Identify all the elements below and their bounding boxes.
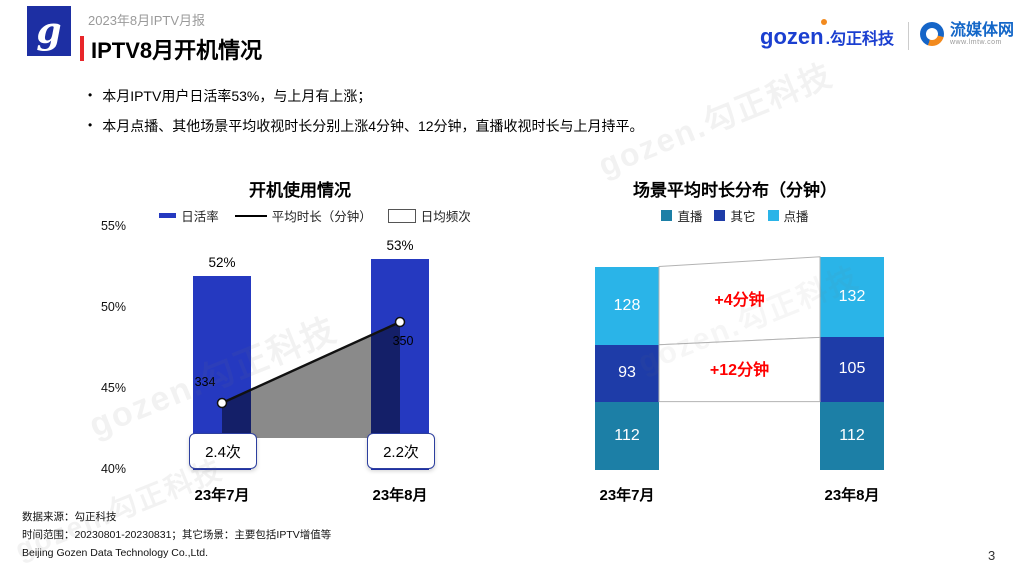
- logo-divider: [908, 22, 909, 50]
- footer-company: Beijing Gozen Data Technology Co.,Ltd.: [22, 547, 209, 559]
- bar-value-label: 52%: [208, 254, 236, 270]
- summary-bullets: • 本月IPTV用户日活率53%，与上月有上涨； • 本月点播、其他场景平均收视…: [88, 86, 644, 146]
- gozen-wordmark: gozen: [760, 19, 827, 50]
- bullet-text: 本月IPTV用户日活率53%，与上月有上涨；: [102, 88, 372, 104]
- delta-other-annotation: +12分钟: [709, 362, 770, 380]
- legend-item-vod: 点播: [767, 206, 809, 225]
- right-chart-legend: 直播 其它 点播: [585, 206, 885, 225]
- legend-item-avg-duration: 平均时长（分钟）: [234, 206, 372, 225]
- avg-duration-line-swatch-icon: [234, 214, 267, 217]
- legend-item-other: 其它: [714, 206, 756, 225]
- left-chart-legend: 日活率 平均时长（分钟） 日均频次: [110, 206, 520, 225]
- gozen-logo: gozen .勾正科技: [760, 19, 895, 50]
- seg-value-label: 93: [618, 364, 636, 382]
- stack-seg-vod-aug: 132: [820, 256, 884, 338]
- vod-swatch-icon: [767, 210, 779, 221]
- freq-box-jul: 2.4次: [189, 433, 257, 469]
- lmtw-circle-icon: [920, 22, 944, 46]
- y-tick: 40%: [100, 462, 126, 476]
- title-accent-bar: [80, 36, 84, 61]
- seg-value-label: 105: [838, 360, 866, 378]
- daily-active-swatch-icon: [159, 213, 177, 218]
- stack-seg-live-jul: 112: [595, 401, 659, 470]
- daily-freq-box-swatch-icon: [387, 208, 416, 223]
- right-cat-jul: 23年7月: [599, 487, 655, 504]
- report-label: 2023年8月IPTV月报: [88, 13, 206, 28]
- left-cat-jul: 23年7月: [194, 487, 250, 504]
- bullet-text: 本月点播、其他场景平均收视时长分别上涨4分钟、12分钟，直播收视时长与上月持平。: [102, 118, 644, 134]
- seg-value-label: 128: [613, 296, 641, 314]
- y-tick: 45%: [100, 381, 126, 395]
- legend-label: 直播: [677, 210, 703, 224]
- lmtw-name: 流媒体网: [950, 21, 1015, 39]
- legend-item-daily-active: 日活率: [159, 206, 219, 225]
- page-title: IPTV8月开机情况: [91, 38, 263, 63]
- legend-label: 日活率: [181, 210, 219, 224]
- stack-seg-live-aug: 112: [820, 401, 884, 470]
- bar-value-label: 53%: [386, 238, 414, 254]
- delta-vod-annotation: +4分钟: [714, 292, 765, 310]
- legend-item-daily-freq: 日均频次: [387, 206, 471, 225]
- footer-source: 数据来源：勾正科技: [22, 511, 117, 523]
- gozen-orange-dot-icon: [820, 19, 827, 25]
- bullet-dot-icon: •: [88, 118, 93, 132]
- left-chart-title: 开机使用情况: [249, 181, 351, 200]
- avg-duration-value-jul: 334: [194, 375, 216, 389]
- legend-label: 点播: [783, 210, 809, 224]
- freq-value: 2.4次: [205, 443, 241, 461]
- bullet-item: • 本月IPTV用户日活率53%，与上月有上涨；: [88, 86, 644, 106]
- legend-item-live: 直播: [661, 206, 702, 225]
- gozen-cn-name: .勾正科技: [825, 31, 895, 48]
- legend-label: 平均时长（分钟）: [271, 210, 372, 224]
- y-tick: 50%: [100, 300, 126, 314]
- freq-value: 2.2次: [383, 443, 419, 461]
- left-cat-aug: 23年8月: [372, 487, 428, 504]
- page-number: 3: [988, 548, 996, 563]
- bullet-dot-icon: •: [88, 88, 93, 102]
- legend-label: 其它: [730, 210, 756, 224]
- lmtw-url: www.lmtw.com: [950, 38, 1002, 46]
- freq-box-aug: 2.2次: [367, 433, 435, 469]
- y-tick: 55%: [100, 219, 126, 233]
- gozen-monogram-logo: g: [27, 6, 71, 56]
- footer-range: 时间范围：20230801-20230831；其它场景：主要包括IPTV增值等: [22, 529, 332, 541]
- lmtw-logo: 流媒体网 www.lmtw.com: [920, 22, 1014, 46]
- other-swatch-icon: [714, 210, 726, 221]
- right-chart-title: 场景平均时长分布（分钟）: [633, 181, 837, 200]
- stack-seg-other-aug: 105: [820, 337, 884, 402]
- legend-label: 日均频次: [420, 210, 471, 224]
- seg-value-label: 132: [838, 288, 866, 306]
- bullet-item: • 本月点播、其他场景平均收视时长分别上涨4分钟、12分钟，直播收视时长与上月持…: [88, 116, 644, 136]
- seg-value-label: 112: [614, 426, 640, 444]
- live-swatch-icon: [661, 210, 673, 221]
- right-cat-aug: 23年8月: [824, 487, 880, 504]
- seg-value-label: 112: [839, 426, 865, 444]
- stack-seg-vod-jul: 128: [595, 266, 659, 345]
- stack-seg-other-jul: 93: [595, 344, 659, 402]
- avg-duration-value-aug: 350: [392, 334, 414, 348]
